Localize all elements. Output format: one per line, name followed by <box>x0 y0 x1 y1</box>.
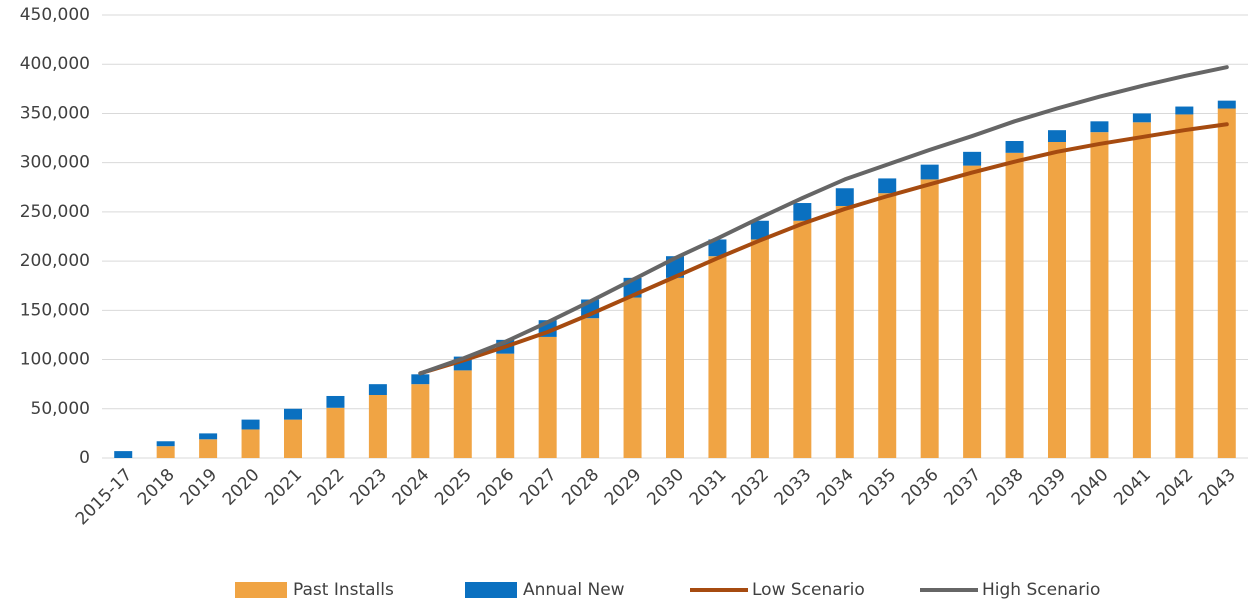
legend-swatch <box>235 582 287 598</box>
bar <box>368 394 387 458</box>
y-tick-label: 150,000 <box>20 300 90 320</box>
bar <box>963 165 982 458</box>
bar <box>284 419 302 458</box>
x-tick-label: 2038 <box>983 465 1028 510</box>
y-tick-label: 0 <box>79 448 90 468</box>
bar <box>793 220 812 458</box>
x-tick-label: 2033 <box>771 465 816 510</box>
y-tick-label: 400,000 <box>20 54 90 74</box>
legend-label: Annual New <box>523 580 625 600</box>
x-tick-label: 2036 <box>898 465 943 510</box>
bar <box>241 429 260 458</box>
bar <box>666 277 684 458</box>
bar <box>793 203 812 221</box>
x-tick-label: 2041 <box>1110 465 1155 510</box>
x-tick-label: 2032 <box>728 465 773 510</box>
bar <box>1175 114 1194 458</box>
bar <box>538 336 557 458</box>
legend-label: Past Installs <box>293 580 394 600</box>
bar <box>156 441 175 447</box>
bar <box>835 205 854 458</box>
x-tick-label: 2027 <box>516 465 561 510</box>
bar <box>326 395 345 408</box>
x-tick-label: 2015-17 <box>72 465 136 529</box>
x-tick-label: 2022 <box>304 465 349 510</box>
bar <box>750 220 769 240</box>
line <box>418 122 1229 376</box>
bar <box>1005 152 1024 459</box>
bar <box>1217 100 1236 109</box>
bar <box>920 164 939 180</box>
legend-swatch <box>465 582 517 598</box>
x-tick-label: 2025 <box>431 465 476 510</box>
x-tick-label: 2042 <box>1153 465 1198 510</box>
bar <box>1132 113 1151 123</box>
line <box>418 65 1229 376</box>
y-tick-label: 250,000 <box>20 202 90 222</box>
bar <box>411 384 430 458</box>
x-tick-label: 2019 <box>176 465 221 510</box>
bar <box>920 179 939 458</box>
bar <box>1005 141 1024 153</box>
x-tick-label: 2026 <box>474 465 519 510</box>
x-tick-label: 2030 <box>643 465 688 510</box>
x-tick-label: 2028 <box>558 465 603 510</box>
y-tick-label: 350,000 <box>20 103 90 123</box>
bar <box>284 408 302 420</box>
y-tick-label: 50,000 <box>31 399 90 419</box>
bar <box>708 239 727 257</box>
bar <box>199 433 218 440</box>
bar <box>750 239 769 458</box>
bar <box>878 193 897 458</box>
x-tick-label: 2020 <box>219 465 264 510</box>
x-tick-label: 2023 <box>346 465 391 510</box>
x-tick-label: 2031 <box>686 465 731 510</box>
bar <box>1175 106 1194 115</box>
bar <box>1048 130 1066 142</box>
bar <box>623 297 642 458</box>
x-tick-label: 2034 <box>813 465 858 510</box>
x-tick-label: 2024 <box>389 465 434 510</box>
bar <box>241 419 260 430</box>
x-tick-label: 2037 <box>940 465 985 510</box>
bar <box>1048 141 1066 458</box>
x-tick-label: 2043 <box>1195 465 1240 510</box>
bar <box>1090 132 1109 458</box>
bar <box>1132 122 1151 458</box>
x-tick-label: 2035 <box>856 465 901 510</box>
bar <box>453 370 472 458</box>
bar <box>835 188 854 206</box>
x-tick-label: 2039 <box>1025 465 1070 510</box>
bar <box>1090 121 1109 133</box>
bar <box>411 374 430 385</box>
x-tick-label: 2021 <box>261 465 306 510</box>
bar <box>368 384 387 395</box>
bar <box>114 451 133 458</box>
x-tick-label: 2018 <box>134 465 179 510</box>
bar <box>496 353 515 458</box>
bar <box>708 256 727 458</box>
legend-label: Low Scenario <box>752 580 865 600</box>
bar <box>878 178 897 194</box>
bar <box>326 407 345 458</box>
y-tick-label: 200,000 <box>20 251 90 271</box>
bar <box>1217 108 1236 459</box>
bar <box>199 439 218 458</box>
x-tick-label: 2040 <box>1068 465 1113 510</box>
bar <box>963 151 982 166</box>
legend-label: High Scenario <box>982 580 1100 600</box>
y-tick-label: 100,000 <box>20 350 90 370</box>
y-tick-label: 450,000 <box>20 5 90 25</box>
bar <box>156 446 175 458</box>
bar <box>581 318 600 458</box>
x-tick-label: 2029 <box>601 465 646 510</box>
y-tick-label: 300,000 <box>20 153 90 173</box>
